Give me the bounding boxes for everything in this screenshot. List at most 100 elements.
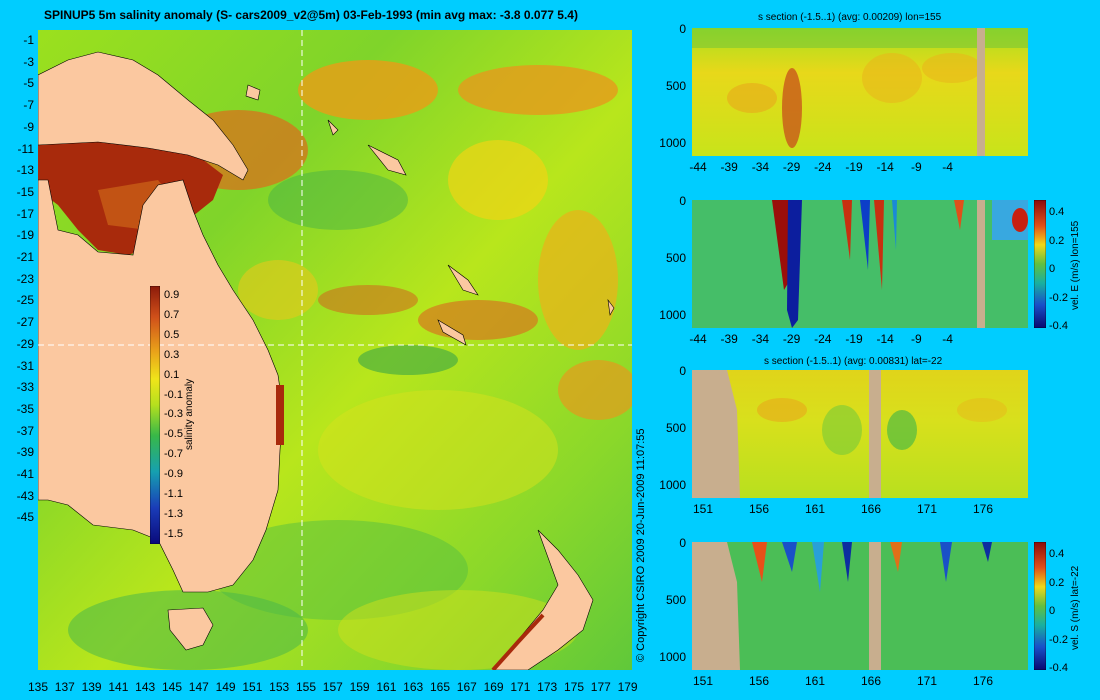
colorbar-tick: 0.9: [164, 289, 180, 301]
colorbar-label: salinity anomaly: [184, 378, 195, 450]
islands: [245, 84, 615, 346]
section-x-tick: -34: [751, 332, 770, 346]
vel-colorbar-tick: -0.4: [1049, 320, 1068, 332]
vel-s-colorbar: [1034, 542, 1046, 670]
vel-colorbar-tick: -0.2: [1049, 291, 1068, 304]
map-lon-tick: 171: [510, 680, 531, 694]
map-lat-tick: -11: [17, 141, 34, 156]
section-x-tick: -24: [814, 332, 832, 346]
section3-title: s section (-1.5..1) (avg: 0.00831) lat=-…: [764, 356, 943, 367]
vel-e-colorbar: [1034, 200, 1046, 328]
section-y-tick: 500: [665, 251, 686, 265]
section-x-tick: 151: [692, 674, 714, 688]
section-x-tick: -44: [689, 160, 707, 174]
section-y-tick: 0: [679, 194, 686, 208]
map-lat-tick: -17: [16, 206, 34, 221]
section-y-tick: 500: [665, 79, 686, 93]
map-lat-tick: -29: [16, 336, 34, 351]
section-x-tick: -14: [876, 332, 894, 346]
colorbar-tick: 0.7: [164, 308, 180, 321]
map-lon-tick: 135: [27, 680, 49, 694]
section-x-tick: 156: [748, 674, 770, 688]
map-lon-tick: 143: [135, 680, 156, 694]
map-lon-tick: 155: [295, 680, 317, 694]
section-y-tick: 1000: [659, 136, 686, 150]
colorbar-tick: -1.5: [164, 527, 183, 540]
vel-colorbar-tick: -0.4: [1049, 662, 1068, 674]
section-y-tick: 0: [679, 364, 686, 378]
section-x-tick: -14: [876, 160, 894, 174]
section-y-tick: 1000: [659, 650, 686, 664]
section-x-tick: -29: [782, 160, 801, 174]
vel-colorbar-tick: -0.2: [1049, 633, 1068, 646]
vel-s-label: vel. S (m/s) lat=-22: [1070, 565, 1081, 650]
section-x-tick: -9: [911, 332, 922, 346]
colorbar-tick: -0.7: [164, 448, 183, 461]
map-lat-tick: -3: [23, 54, 34, 69]
map-lon-tick: 177: [590, 680, 611, 694]
salinity-section-lon155: [692, 28, 1028, 156]
section-x-tick: 161: [804, 674, 826, 688]
section-x-tick: -29: [782, 332, 801, 346]
vel-colorbar-tick: 0.2: [1049, 234, 1065, 247]
section-y-tick: 1000: [659, 308, 686, 322]
section-x-tick: 151: [692, 502, 714, 516]
colorbar-tick: 0.3: [164, 348, 180, 361]
section-x-tick: -39: [720, 332, 738, 346]
map-lat-tick: -21: [16, 250, 34, 264]
section-x-tick: 171: [916, 502, 938, 516]
map-lon-tick: 165: [429, 680, 451, 694]
vel-e-label: vel. E (m/s) lon=155: [1070, 220, 1081, 310]
section-x-tick: 166: [860, 502, 882, 516]
map-lat-tick: -15: [16, 184, 34, 199]
map-lat-tick: -31: [16, 358, 34, 373]
map-lat-tick: -37: [16, 423, 34, 438]
section-x-tick: -44: [689, 332, 707, 346]
colorbar-tick: -0.3: [164, 408, 183, 421]
section-x-tick: 176: [972, 502, 994, 516]
vel-e-section: [692, 200, 1028, 328]
section-x-tick: 166: [860, 674, 882, 688]
map-lat-tick: -23: [16, 271, 34, 286]
section-x-tick: -4: [942, 160, 953, 174]
map-lat-tick: -33: [16, 380, 34, 395]
vel-colorbar-tick: 0.4: [1049, 206, 1065, 218]
map-lat-tick: -41: [16, 467, 34, 481]
section-y-tick: 0: [679, 536, 686, 550]
copyright-text: © Copyright CSIRO 2009 20-Jun-2009 11:07…: [635, 428, 647, 662]
new-zealand-land: [492, 529, 594, 670]
section-x-tick: -19: [845, 160, 863, 174]
map-lon-tick: 169: [483, 680, 504, 694]
section-x-tick: 161: [804, 502, 826, 516]
section-y-tick: 1000: [659, 478, 686, 492]
map-lat-tick: -1: [23, 33, 34, 47]
section-x-tick: -9: [911, 160, 922, 174]
vel-colorbar-tick: 0.2: [1049, 576, 1065, 589]
map-lon-tick: 147: [188, 680, 209, 694]
map-lon-tick: 145: [161, 680, 183, 694]
map-lon-tick: 163: [403, 680, 424, 694]
section1-title: s section (-1.5..1) (avg: 0.00209) lon=1…: [758, 12, 942, 23]
colorbar-tick: 0.1: [164, 368, 180, 381]
map-lon-tick: 175: [563, 680, 585, 694]
map-lon-tick: 153: [269, 680, 290, 694]
section-x-tick: 176: [972, 674, 994, 688]
salinity-colorbar: [150, 286, 160, 544]
section-x-tick: -4: [942, 332, 953, 346]
section-x-tick: 171: [916, 674, 938, 688]
map-lon-tick: 151: [242, 680, 263, 694]
vel-s-section: [692, 542, 1028, 670]
vel-colorbar-tick: 0.4: [1049, 548, 1065, 560]
tasmania-land: [167, 607, 214, 651]
map-lon-tick: 141: [108, 680, 129, 694]
section-y-tick: 0: [679, 22, 686, 36]
map-lat-tick: -43: [16, 488, 34, 503]
colorbar-tick: -1.3: [164, 507, 183, 520]
section-y-tick: 500: [665, 421, 686, 435]
map-lon-tick: 167: [456, 680, 477, 694]
map-lat-tick: -19: [16, 228, 34, 243]
new-guinea-land: [38, 51, 249, 181]
map-lon-tick: 159: [349, 680, 370, 694]
australia-land: [38, 179, 284, 593]
colorbar-tick: -0.5: [164, 428, 183, 441]
